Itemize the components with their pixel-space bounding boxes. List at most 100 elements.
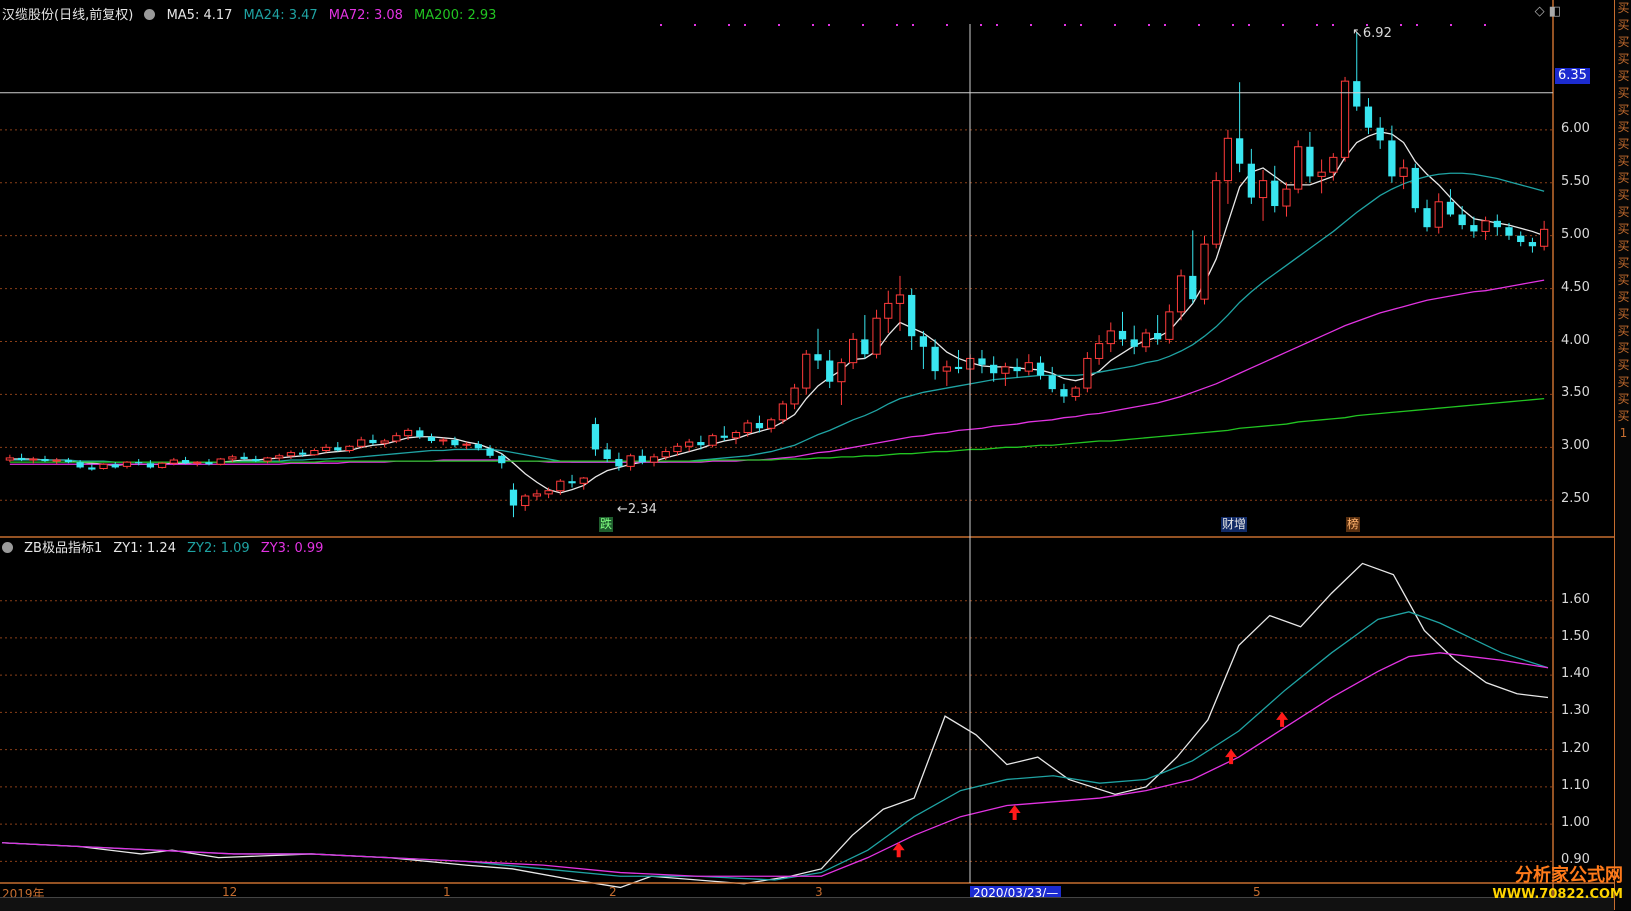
site-watermark: 分析家公式网 WWW.70822.COM	[1492, 861, 1623, 902]
candle-body	[1130, 339, 1138, 347]
price-axis-label: 2.50	[1561, 491, 1590, 507]
candlestick	[568, 474, 576, 488]
event-dot	[946, 24, 948, 26]
side-strip-char: 买	[1617, 256, 1630, 270]
candle-body	[544, 490, 553, 495]
event-dot	[1282, 24, 1284, 26]
candlestick	[1505, 222, 1513, 240]
indicator-axis-label: 1.50	[1561, 628, 1590, 644]
buy-arrow	[1225, 749, 1238, 765]
ma24-label: MA24: 3.47	[243, 8, 318, 23]
candlestick	[252, 455, 260, 463]
candle-body	[990, 364, 998, 374]
candle-body	[895, 294, 905, 304]
candle-body	[1399, 167, 1408, 177]
candle-body	[1411, 167, 1419, 209]
candlestick	[1071, 385, 1080, 401]
side-strip-char: 买	[1617, 35, 1630, 49]
high-price-value: 6.92	[1362, 26, 1392, 41]
side-strip-char: 买	[1617, 171, 1630, 185]
candle-body	[1223, 137, 1233, 182]
ma-line-ma72	[9, 279, 1545, 465]
event-dot	[912, 24, 914, 26]
candle-body	[462, 443, 471, 446]
bottom-tab-bar[interactable]	[0, 897, 1614, 911]
candlestick	[17, 453, 26, 462]
side-strip-char: 买	[1617, 137, 1630, 151]
event-dot	[812, 24, 814, 26]
candle-body	[848, 338, 858, 364]
side-strip-char: 买	[1617, 409, 1630, 423]
candlestick	[1353, 32, 1361, 111]
candle-body	[181, 460, 190, 464]
event-dot	[1450, 24, 1452, 26]
panel-settings-icon[interactable]	[144, 9, 156, 20]
candlestick	[498, 453, 506, 469]
candle-body	[334, 447, 342, 451]
candle-body	[1329, 156, 1338, 173]
candle-body	[708, 435, 717, 446]
candlestick	[954, 349, 963, 374]
candlestick	[1376, 117, 1384, 149]
candlestick	[1223, 129, 1233, 204]
candlestick	[1200, 235, 1209, 305]
candlestick	[1271, 165, 1279, 213]
candle-body	[321, 446, 331, 452]
event-dot	[1332, 24, 1334, 26]
window-toggle-icon[interactable]: ◧	[1548, 4, 1561, 19]
candle-body	[1434, 201, 1443, 228]
candle-body	[942, 366, 951, 372]
candle-body	[439, 439, 448, 442]
diamond-icon[interactable]: ◇	[1534, 4, 1545, 19]
candlestick	[1094, 335, 1104, 365]
candle-body	[954, 366, 963, 370]
candle-body	[99, 463, 108, 469]
candle-body	[579, 477, 588, 484]
candlestick	[884, 290, 893, 334]
candle-body	[64, 460, 73, 463]
candlestick	[1458, 206, 1466, 230]
candlestick	[111, 462, 119, 469]
watermark-line1: 分析家公式网	[1515, 865, 1623, 886]
candlestick	[216, 457, 225, 466]
candle-body	[1141, 332, 1151, 348]
candlestick	[403, 428, 413, 440]
crosshair-price-tag: 6.35	[1555, 68, 1590, 84]
candlestick	[1317, 159, 1326, 194]
candle-body	[1376, 127, 1384, 141]
candlestick	[122, 461, 132, 469]
indicator-axis-label: 1.60	[1561, 591, 1590, 607]
candle-body	[743, 422, 752, 434]
price-panel-grid	[0, 129, 1553, 501]
candle-body	[216, 458, 225, 465]
event-dot	[980, 24, 982, 26]
high-price-annotation: ↖6.92	[1352, 26, 1392, 41]
candle-body	[111, 464, 119, 468]
candlestick	[1212, 172, 1221, 249]
price-ma-lines	[9, 131, 1545, 494]
indicator-axis-label: 1.20	[1561, 740, 1590, 756]
candle-body	[1446, 201, 1455, 215]
indicator-settings-icon[interactable]	[2, 542, 13, 553]
watermark-line2: WWW.70822.COM	[1492, 887, 1623, 902]
candle-body	[193, 461, 202, 464]
event-marker-drop[interactable]: 跌	[599, 517, 614, 532]
zy3-label: ZY3: 0.99	[260, 541, 324, 556]
candle-body	[1024, 362, 1033, 372]
side-strip-char: 买	[1617, 188, 1630, 202]
side-strip-char: 买	[1617, 154, 1630, 168]
event-marker-finance[interactable]: 财增	[1221, 517, 1248, 532]
candle-body	[52, 459, 61, 462]
x-axis-label: 12	[222, 885, 238, 899]
event-dot	[1232, 24, 1234, 26]
candlestick	[1388, 125, 1396, 183]
candle-body	[1036, 362, 1045, 376]
candlestick	[978, 349, 986, 374]
candle-body	[122, 461, 132, 467]
candle-body	[1212, 180, 1221, 245]
candle-body	[1118, 330, 1127, 340]
event-marker-list[interactable]: 榜	[1346, 517, 1361, 532]
candle-body	[345, 445, 354, 452]
candlestick	[1048, 366, 1056, 393]
candlestick	[1024, 354, 1033, 376]
